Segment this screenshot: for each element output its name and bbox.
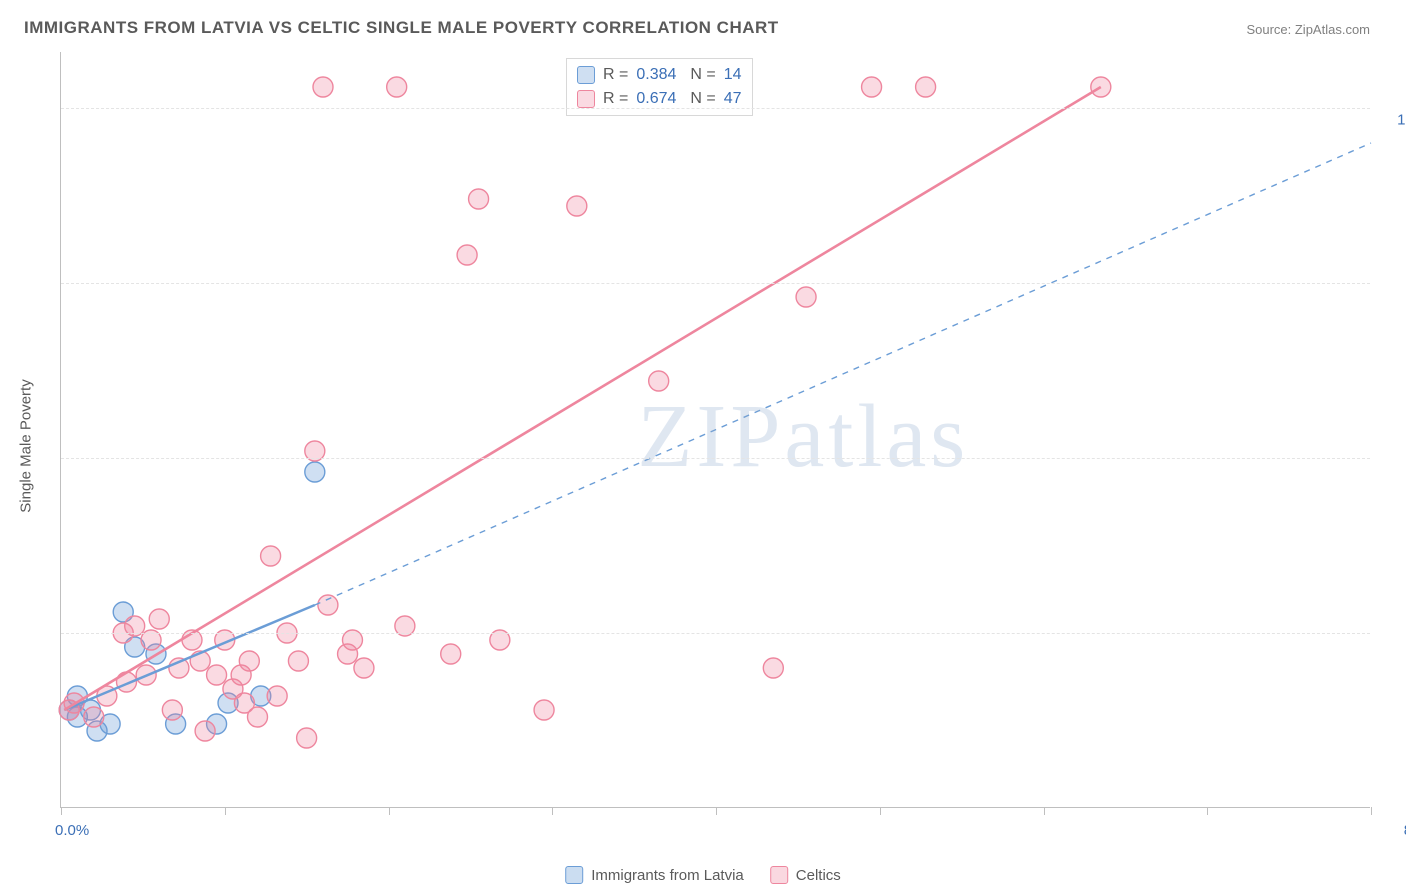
data-point — [469, 189, 489, 209]
legend-n-value: 14 — [724, 63, 742, 87]
chart-title: IMMIGRANTS FROM LATVIA VS CELTIC SINGLE … — [24, 18, 779, 38]
legend-swatch — [577, 66, 595, 84]
data-point — [195, 721, 215, 741]
data-point — [457, 245, 477, 265]
source-label: Source: ZipAtlas.com — [1246, 22, 1370, 37]
x-tick — [552, 807, 553, 815]
legend-n-label: N = — [690, 63, 715, 87]
data-point — [441, 644, 461, 664]
data-point — [297, 728, 317, 748]
data-point — [288, 651, 308, 671]
data-point — [162, 700, 182, 720]
x-tick — [1207, 807, 1208, 815]
legend-bottom: Immigrants from Latvia Celtics — [565, 866, 841, 884]
data-point — [763, 658, 783, 678]
data-point — [207, 665, 227, 685]
gridline — [61, 108, 1370, 109]
data-point — [313, 77, 333, 97]
data-point — [149, 609, 169, 629]
legend-item: Celtics — [770, 866, 841, 884]
legend-item: Immigrants from Latvia — [565, 866, 744, 884]
legend-swatch — [565, 866, 583, 884]
x-tick — [61, 807, 62, 815]
legend-row: R = 0.384 N = 14 — [577, 63, 742, 87]
data-point — [862, 77, 882, 97]
trend-line — [64, 87, 1101, 710]
x-min-label: 0.0% — [55, 822, 89, 839]
data-point — [239, 651, 259, 671]
data-point — [387, 77, 407, 97]
legend-label: Immigrants from Latvia — [591, 867, 744, 884]
data-point — [567, 196, 587, 216]
x-tick — [389, 807, 390, 815]
trend-line — [315, 143, 1371, 605]
legend-label: Celtics — [796, 867, 841, 884]
legend-r-label: R = — [603, 63, 628, 87]
legend-r-value: 0.384 — [636, 63, 676, 87]
data-point — [84, 707, 104, 727]
y-axis-title: Single Male Poverty — [18, 379, 35, 512]
legend-swatch — [770, 866, 788, 884]
gridline — [61, 458, 1370, 459]
gridline — [61, 283, 1370, 284]
data-point — [796, 287, 816, 307]
y-tick-label: 75.0% — [1378, 287, 1406, 304]
data-point — [916, 77, 936, 97]
x-tick — [716, 807, 717, 815]
x-tick — [1371, 807, 1372, 815]
x-tick — [225, 807, 226, 815]
data-point — [534, 700, 554, 720]
data-point — [248, 707, 268, 727]
plot-area: ZIPatlas R =0.384N =14R =0.674N =47 0.0%… — [60, 52, 1370, 808]
data-point — [649, 371, 669, 391]
data-point — [318, 595, 338, 615]
legend-swatch — [577, 90, 595, 108]
data-point — [267, 686, 287, 706]
data-point — [261, 546, 281, 566]
gridline — [61, 633, 1370, 634]
x-tick — [1044, 807, 1045, 815]
y-tick-label: 50.0% — [1378, 462, 1406, 479]
data-point — [305, 462, 325, 482]
chart-svg — [61, 52, 1370, 807]
y-tick-label: 100.0% — [1378, 112, 1406, 129]
data-point — [354, 658, 374, 678]
y-tick-label: 25.0% — [1378, 637, 1406, 654]
x-tick — [880, 807, 881, 815]
